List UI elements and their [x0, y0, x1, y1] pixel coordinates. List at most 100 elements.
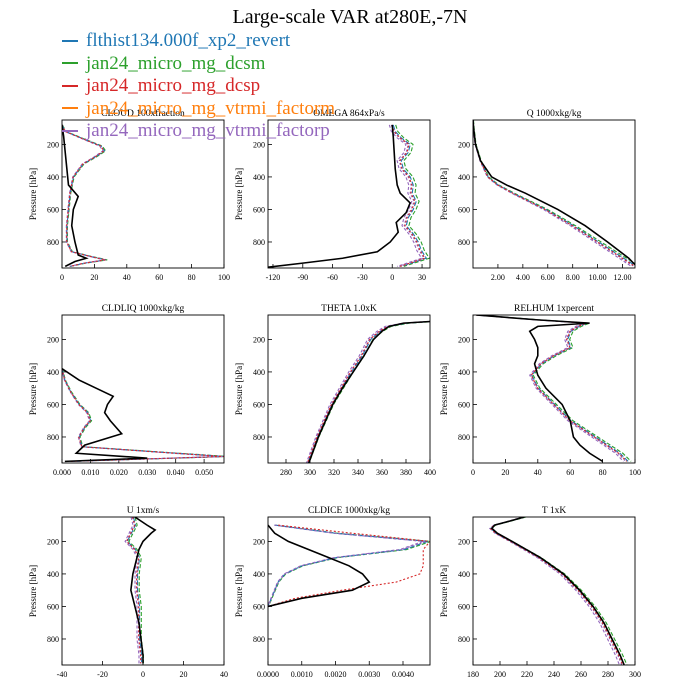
x-tick-label: 60 [566, 468, 574, 477]
x-tick-label: 280 [280, 468, 292, 477]
control-series-line [62, 124, 89, 268]
model-series-line [476, 315, 632, 462]
legend-entry: jan24_micro_mg_dcsm [62, 53, 335, 76]
x-tick-label: 220 [521, 670, 533, 679]
y-axis-label: Pressure [hPa] [439, 363, 449, 415]
x-tick-label: 40 [123, 273, 131, 282]
model-series-line [392, 124, 428, 267]
x-tick-label: -60 [327, 273, 338, 282]
x-tick-label: 180 [467, 670, 479, 679]
model-series-line [268, 524, 426, 607]
x-tick-label: 2.00 [491, 273, 505, 282]
y-tick-label: 800 [47, 238, 59, 247]
y-axis-label: Pressure [hPa] [439, 565, 449, 617]
legend: flthist134.000f_xp2_revert jan24_micro_m… [62, 30, 335, 143]
legend-swatch [62, 129, 78, 132]
model-series-line [476, 315, 629, 462]
panel-frame [267, 119, 431, 269]
x-tick-label: 4.00 [516, 273, 530, 282]
x-tick-label: 280 [602, 670, 614, 679]
y-tick-label: 400 [253, 368, 265, 377]
panel-frame [61, 314, 225, 464]
control-series-line [62, 368, 148, 463]
x-tick-label: 0.030 [138, 468, 156, 477]
model-series-line [388, 124, 423, 267]
x-tick-label: 0.0030 [358, 670, 380, 679]
x-tick-label: 340 [352, 468, 364, 477]
y-tick-label: 600 [253, 602, 265, 611]
panel-lines [124, 517, 157, 664]
y-tick-label: 600 [253, 205, 265, 214]
y-tick-label: 800 [458, 433, 470, 442]
panel-title: CLDLIQ 1000xkg/kg [102, 304, 185, 314]
y-axis-label: Pressure [hPa] [234, 565, 244, 617]
panel-lines [475, 315, 632, 463]
figure-title: Large-scale VAR at280E,-7N [232, 6, 468, 28]
y-tick-label: 600 [458, 400, 470, 409]
y-tick-label: 800 [253, 238, 265, 247]
y-tick-label: 400 [458, 368, 470, 377]
y-tick-label: 800 [458, 238, 470, 247]
model-series-line [476, 315, 627, 462]
x-tick-label: 80 [188, 273, 196, 282]
x-tick-label: 100 [629, 468, 641, 477]
control-series-line [476, 315, 604, 463]
x-tick-label: 10.00 [589, 273, 607, 282]
x-tick-label: -120 [266, 273, 281, 282]
panel-frame [472, 314, 636, 464]
x-tick-label: 40 [220, 670, 228, 679]
x-tick-label: 300 [629, 670, 641, 679]
x-tick-label: 8.00 [566, 273, 580, 282]
x-tick-label: 60 [155, 273, 163, 282]
legend-swatch [62, 62, 78, 65]
model-series-line [489, 517, 625, 665]
legend-entry: flthist134.000f_xp2_revert [62, 30, 335, 53]
y-tick-label: 400 [458, 173, 470, 182]
model-series-line [307, 321, 430, 463]
control-series-line [473, 120, 635, 266]
y-tick-label: 200 [47, 335, 59, 344]
x-tick-label: 0 [60, 273, 64, 282]
y-tick-label: 200 [47, 140, 59, 149]
panel-lines [473, 120, 635, 267]
panel-lines [62, 368, 224, 463]
y-axis-label: Pressure [hPa] [28, 565, 38, 617]
x-tick-label: 20 [180, 670, 188, 679]
y-tick-label: 800 [47, 433, 59, 442]
legend-swatch [62, 39, 78, 42]
panel-lines [268, 524, 430, 608]
panel-lines [488, 517, 628, 665]
y-tick-label: 600 [458, 205, 470, 214]
x-tick-label: 0.040 [167, 468, 185, 477]
x-tick-label: 0.000 [53, 468, 71, 477]
model-series-line [306, 320, 429, 463]
y-tick-label: 200 [253, 140, 265, 149]
x-tick-label: 0.050 [195, 468, 213, 477]
legend-label: jan24_micro_mg_dcsp [86, 75, 261, 96]
control-series-line [130, 517, 157, 664]
y-tick-label: 400 [47, 368, 59, 377]
x-tick-label: 0.0010 [291, 670, 313, 679]
x-tick-label: 380 [400, 468, 412, 477]
legend-swatch [62, 107, 78, 110]
y-tick-label: 400 [458, 570, 470, 579]
panel-lines [62, 124, 108, 268]
y-axis-label: Pressure [hPa] [234, 168, 244, 220]
model-series-line [475, 315, 624, 462]
x-tick-label: 0 [141, 670, 145, 679]
x-tick-label: 0.0020 [325, 670, 347, 679]
legend-label: jan24_micro_mg_vtrmi_factorm [86, 97, 336, 119]
model-series-line [395, 124, 430, 267]
model-series-line [62, 124, 108, 267]
panel-frame [267, 314, 431, 464]
x-tick-label: 0 [390, 273, 394, 282]
model-series-line [490, 517, 628, 665]
legend-label: jan24_micro_mg_vtrmi_factorp [86, 120, 330, 141]
y-tick-label: 400 [47, 570, 59, 579]
model-series-line [306, 320, 430, 463]
y-tick-label: 800 [47, 635, 59, 644]
x-tick-label: 80 [599, 468, 607, 477]
panel-frame [61, 119, 225, 269]
model-series-line [125, 517, 142, 664]
